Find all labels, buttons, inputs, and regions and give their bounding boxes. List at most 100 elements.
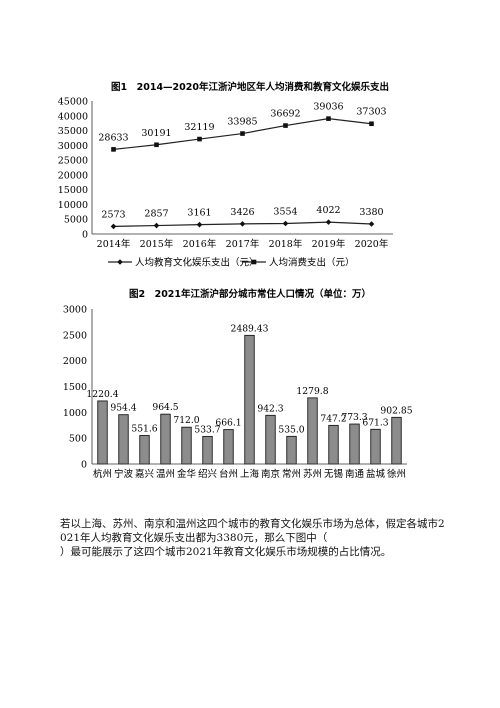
data-label: 4022: [316, 205, 340, 216]
data-label: 1279.8: [296, 386, 328, 397]
data-label: 36692: [270, 109, 300, 120]
bar: [307, 397, 318, 465]
data-point: [240, 131, 245, 136]
data-label: 712.0: [173, 415, 199, 426]
y-tick-label: 2000: [63, 356, 87, 367]
x-tick-label: 台州: [219, 468, 238, 480]
data-label: 33985: [227, 117, 257, 128]
data-label: 3554: [273, 206, 297, 217]
data-label: 533.7: [194, 424, 220, 435]
legend-label: 人均教育文化娱乐支出（元）: [135, 257, 259, 269]
data-label: 666.1: [215, 418, 241, 429]
data-point: [369, 121, 374, 127]
question-line-2: ）最可能展示了这四个城市2021年教育文化娱乐市场规模的占比情况。: [60, 546, 392, 558]
bar: [118, 414, 129, 465]
data-point: [110, 223, 117, 230]
legend-marker: [251, 259, 257, 265]
bar: [328, 424, 339, 465]
question-text: 若以上海、苏州、南京和温州这四个城市的教育文化娱乐市场为总体，假定各城市2021…: [60, 517, 445, 559]
bar: [202, 435, 213, 465]
y-tick-label: 35000: [58, 126, 88, 137]
x-tick-label: 温州: [156, 469, 175, 480]
data-label: 942.3: [257, 403, 283, 414]
y-tick-label: 3000: [63, 305, 87, 316]
x-axis: 2014年 2015年 2016年 2017年 2018年 2019年 2020年: [92, 233, 393, 250]
data-point: [326, 116, 331, 121]
data-label: 535.0: [278, 424, 304, 435]
x-tick-label: 2016年: [183, 238, 217, 250]
bar: [391, 416, 402, 465]
x-tick-label: 徐州: [387, 468, 406, 480]
legend-marker: [117, 259, 123, 265]
x-tick-label: 南京: [261, 468, 280, 480]
y-tick-label: 15000: [58, 185, 88, 196]
chart-title: 图1 2014—2020年江浙沪地区年人均消费和教育文化娱乐支出: [111, 81, 389, 93]
y-tick-label: 20000: [58, 170, 88, 181]
data-point: [197, 136, 202, 142]
bar: [97, 400, 108, 465]
line-chart: 图1 2014—2020年江浙沪地区年人均消费和教育文化娱乐支出 45000 40…: [58, 81, 393, 269]
y-axis: 3000 2500 2000 1500 1000 500 0: [63, 305, 93, 471]
x-tick-label: 苏州: [303, 468, 322, 480]
y-tick-label: 1500: [63, 382, 87, 393]
data-point: [325, 219, 332, 225]
data-label: 37303: [356, 107, 386, 118]
y-tick-label: 40000: [58, 111, 88, 122]
data-label: 2857: [144, 209, 168, 220]
bar: [139, 435, 150, 465]
data-label: 3380: [359, 207, 383, 218]
data-label: 671.3: [362, 417, 388, 428]
x-axis: 杭州 宁波 嘉兴 温州 金华 绍兴 台州 上海 南京 常州 苏州 无锡 南通 盐城 徐州: [92, 463, 407, 480]
x-tick-label: 宁波: [114, 468, 134, 480]
y-tick-label: 10000: [58, 200, 88, 211]
y-tick-label: 1000: [63, 408, 87, 419]
x-tick-label: 金华: [177, 468, 197, 480]
data-label: 30191: [141, 128, 171, 139]
y-tick-label: 0: [82, 230, 88, 241]
y-axis: 45000 40000 35000 30000 25000 20000 15000 10000…: [58, 97, 93, 241]
data-point: [153, 222, 160, 229]
y-tick-label: 2500: [63, 330, 87, 341]
x-tick-label: 上海: [240, 468, 260, 480]
series-group: 2573 2857 3161 3426 3554 4022 3380 28633 30191 32…: [98, 102, 387, 230]
data-label: 1220.4: [86, 389, 118, 400]
bar-chart: 图2 2021年江浙沪部分城市常住人口情况（单位：万） 3000 2500 2000…: [63, 288, 413, 480]
bar: [370, 428, 381, 465]
data-label: 39036: [313, 102, 343, 113]
bar: [286, 435, 297, 465]
data-point: [283, 123, 288, 128]
x-tick-label: 2017年: [226, 238, 260, 250]
bar: [265, 414, 276, 465]
y-tick-label: 5000: [64, 215, 88, 226]
data-label: 2573: [101, 209, 125, 220]
data-label: 551.6: [131, 424, 157, 435]
y-tick-label: 30000: [58, 141, 88, 152]
legend: 人均教育文化娱乐支出（元） 人均消费支出（元）: [108, 257, 355, 269]
data-label: 747.2: [320, 413, 346, 424]
x-tick-label: 常州: [282, 468, 301, 480]
bar: [223, 429, 234, 465]
data-label: 773.3: [341, 412, 367, 423]
x-tick-label: 盐城: [366, 468, 386, 480]
data-label: 32119: [184, 122, 214, 133]
data-point: [111, 147, 116, 152]
data-label: 964.5: [152, 402, 178, 413]
data-label: 902.85: [380, 405, 412, 416]
bar: [181, 426, 192, 465]
y-tick-label: 45000: [58, 97, 88, 108]
x-tick-label: 绍兴: [198, 468, 217, 480]
data-label: 3426: [230, 207, 254, 218]
data-label: 954.4: [110, 403, 136, 414]
data-label: 2489.43: [231, 323, 269, 334]
data-point: [154, 142, 159, 148]
y-tick-label: 500: [69, 434, 87, 445]
bar: [244, 334, 255, 465]
data-label: 28633: [98, 132, 128, 143]
legend-label: 人均消费支出（元）: [269, 257, 355, 269]
question-line-1: 若以上海、苏州、南京和温州这四个城市的教育文化娱乐市场为总体，假定各城市2021…: [60, 518, 445, 544]
chart-title: 图2 2021年江浙沪部分城市常住人口情况（单位：万）: [129, 288, 371, 300]
data-point: [196, 221, 203, 228]
x-tick-label: 2015年: [140, 238, 174, 250]
x-tick-label: 南通: [345, 468, 365, 480]
